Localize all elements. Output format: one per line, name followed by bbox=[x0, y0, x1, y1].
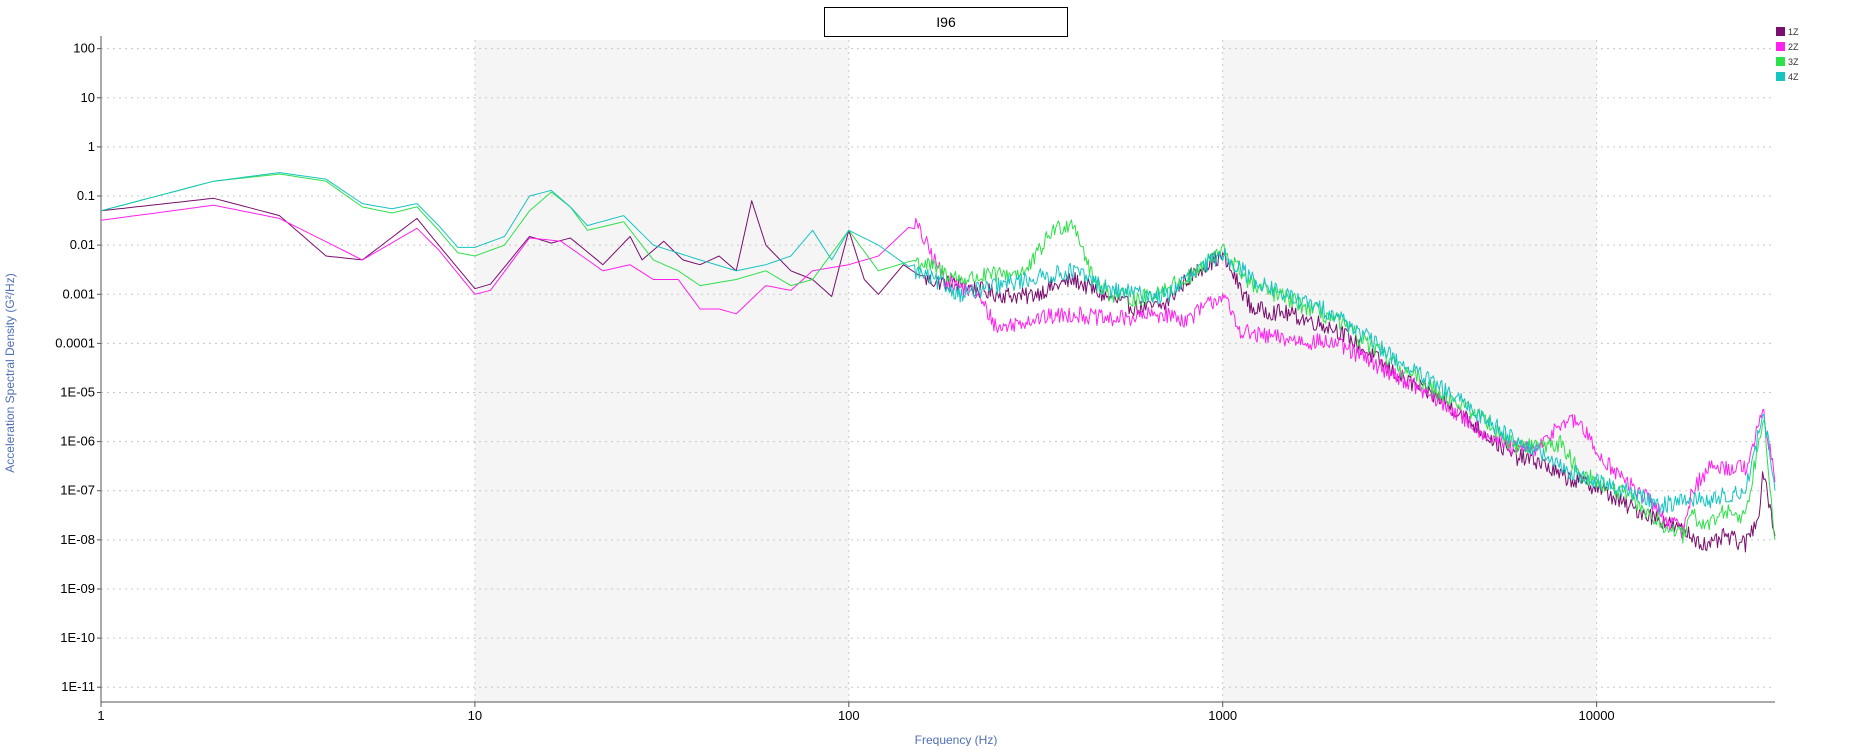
y-tick-label-12: 1E-10 bbox=[60, 630, 95, 645]
legend-item-3z: 3Z bbox=[1776, 54, 1799, 69]
x-tick-label-3: 1000 bbox=[1208, 708, 1237, 723]
x-tick-label-2: 100 bbox=[838, 708, 860, 723]
y-tick-label-10: 1E-08 bbox=[60, 532, 95, 547]
legend-label-4z: 4Z bbox=[1788, 71, 1799, 82]
legend-label-2z: 2Z bbox=[1788, 41, 1799, 52]
y-tick-label-0: 100 bbox=[73, 41, 95, 56]
y-axis-title: Acceleration Spectral Density (G²/Hz) bbox=[3, 273, 17, 472]
legend-swatch-4z bbox=[1776, 72, 1785, 81]
chart-title: I96 bbox=[824, 7, 1068, 37]
legend: 1Z 2Z 3Z 4Z bbox=[1776, 24, 1799, 84]
decade-band-1 bbox=[474, 40, 849, 702]
x-tick-label-1: 10 bbox=[468, 708, 482, 723]
legend-swatch-2z bbox=[1776, 42, 1785, 51]
legend-label-3z: 3Z bbox=[1788, 56, 1799, 67]
y-tick-label-1: 10 bbox=[81, 90, 95, 105]
x-tick-label-4: 10000 bbox=[1579, 708, 1615, 723]
decade-band-2 bbox=[1222, 40, 1597, 702]
y-tick-label-13: 1E-11 bbox=[61, 679, 95, 694]
legend-item-4z: 4Z bbox=[1776, 69, 1799, 84]
legend-item-2z: 2Z bbox=[1776, 39, 1799, 54]
legend-swatch-1z bbox=[1776, 27, 1785, 36]
series-line-2z bbox=[100, 204, 1776, 539]
y-tick-label-5: 0.001 bbox=[62, 286, 95, 301]
y-tick-label-11: 1E-09 bbox=[60, 581, 95, 596]
y-tick-label-6: 0.0001 bbox=[55, 335, 95, 350]
y-tick-label-2: 1 bbox=[88, 139, 95, 154]
legend-item-1z: 1Z bbox=[1776, 24, 1799, 39]
x-axis-title: Frequency (Hz) bbox=[915, 733, 998, 746]
series-line-4z bbox=[100, 172, 1776, 514]
legend-label-1z: 1Z bbox=[1788, 26, 1799, 37]
y-tick-label-4: 0.01 bbox=[70, 237, 95, 252]
y-tick-label-7: 1E-05 bbox=[60, 384, 95, 399]
x-tick-label-0: 1 bbox=[97, 708, 104, 723]
y-tick-label-3: 0.1 bbox=[77, 188, 95, 203]
y-tick-label-9: 1E-07 bbox=[60, 483, 95, 498]
y-tick-label-8: 1E-06 bbox=[60, 434, 95, 449]
chart-title-text: I96 bbox=[936, 14, 956, 30]
legend-swatch-3z bbox=[1776, 57, 1785, 66]
